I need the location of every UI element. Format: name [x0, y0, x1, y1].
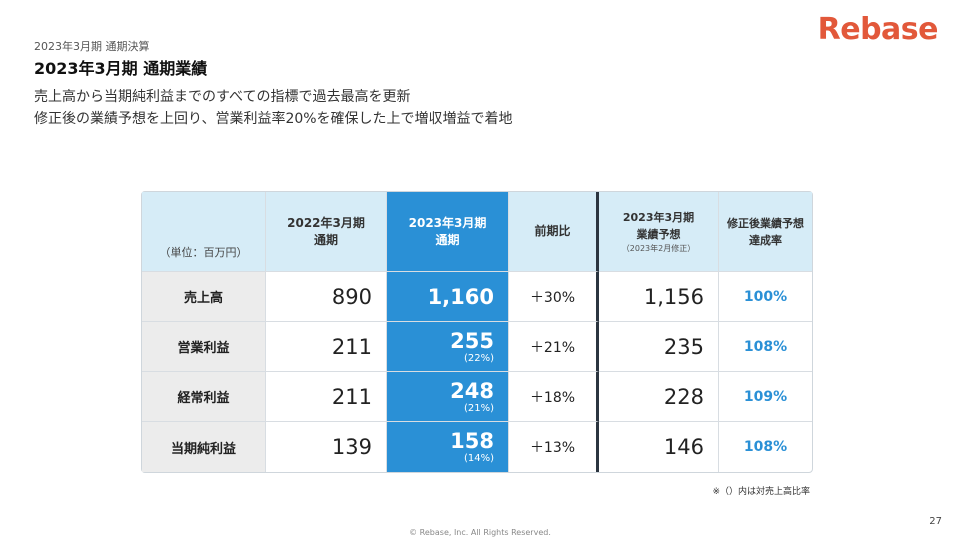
- header-achievement-line1: 修正後業績予想: [727, 216, 804, 230]
- header-current-year-line2: 通期: [435, 232, 460, 247]
- header-forecast-line1: 2023年3月期: [622, 211, 695, 224]
- achievement-value: 109%: [719, 372, 812, 422]
- lead-line: 修正後の業績予想を上回り、営業利益率20%を確保した上で増収増益で着地: [34, 111, 513, 127]
- lead-line: 売上高から当期純利益までのすべての指標で過去最高を更新: [34, 89, 411, 105]
- current-value-ratio: (14%): [463, 453, 494, 464]
- row-label: 売上高: [142, 272, 266, 322]
- current-value: 255 (22%): [387, 322, 509, 372]
- section-label: 2023年3月期 通期決算: [34, 40, 150, 53]
- table-row: 当期純利益 139 158 (14%) ＋13% 146 108%: [142, 422, 812, 472]
- table-header-row: （単位：百万円） 2022年3月期 通期 2023年3月期 通期 前期比 202…: [142, 192, 812, 272]
- row-label: 経常利益: [142, 372, 266, 422]
- table-row: 売上高 890 1,160 ＋30% 1,156 100%: [142, 272, 812, 322]
- header-forecast: 2023年3月期 業績予想 （2023年2月修正）: [599, 192, 719, 272]
- current-value-ratio: (21%): [463, 402, 494, 414]
- row-label: 営業利益: [142, 322, 266, 372]
- header-current-year-line1: 2023年3月期: [408, 215, 487, 230]
- current-value-number: 255: [450, 328, 494, 353]
- yoy-value: ＋30%: [509, 272, 599, 322]
- header-yoy: 前期比: [509, 192, 599, 272]
- header-achievement: 修正後業績予想 達成率: [719, 192, 812, 272]
- yoy-value: ＋18%: [509, 372, 599, 422]
- prev-value: 211: [266, 372, 387, 422]
- lead-text: 売上高から当期純利益までのすべての指標で過去最高を更新 修正後の業績予想を上回り…: [34, 86, 513, 130]
- header-prev-year: 2022年3月期 通期: [266, 192, 387, 272]
- header-forecast-line2: 業績予想: [636, 228, 681, 241]
- prev-value: 211: [266, 322, 387, 372]
- row-label: 当期純利益: [142, 422, 266, 472]
- results-table: （単位：百万円） 2022年3月期 通期 2023年3月期 通期 前期比 202…: [141, 191, 813, 473]
- forecast-value: 1,156: [599, 272, 719, 322]
- table-row: 経常利益 211 248 (21%) ＋18% 228 109%: [142, 372, 812, 422]
- current-value-number: 1,160: [427, 284, 494, 309]
- yoy-value: ＋21%: [509, 322, 599, 372]
- header-prev-year-line2: 通期: [313, 232, 338, 247]
- page-title: 2023年3月期 通期業績: [34, 59, 208, 78]
- current-value-ratio: (22%): [463, 352, 494, 364]
- header-achievement-line2: 達成率: [749, 233, 782, 247]
- current-value: 248 (21%): [387, 372, 509, 422]
- footnote: ※（）内は対売上高比率: [712, 487, 810, 497]
- forecast-value: 228: [599, 372, 719, 422]
- achievement-value: 100%: [719, 272, 812, 322]
- current-value: 158 (14%): [387, 422, 509, 472]
- forecast-value: 235: [599, 322, 719, 372]
- company-logo: Rebase: [817, 12, 939, 47]
- copyright: © Rebase, Inc. All Rights Reserved.: [409, 528, 551, 537]
- current-value: 1,160: [387, 272, 509, 322]
- header-forecast-note: （2023年2月修正）: [621, 244, 696, 253]
- prev-value: 139: [266, 422, 387, 472]
- header-current-year: 2023年3月期 通期: [387, 192, 509, 272]
- prev-value: 890: [266, 272, 387, 322]
- achievement-value: 108%: [743, 439, 788, 455]
- current-value-number: 158: [450, 429, 494, 453]
- header-prev-year-line1: 2022年3月期: [287, 215, 365, 230]
- page-number: 27: [929, 516, 942, 527]
- forecast-value: 146: [599, 422, 719, 472]
- table-row: 営業利益 211 255 (22%) ＋21% 235 108%: [142, 322, 812, 372]
- yoy-value: ＋13%: [509, 422, 599, 472]
- achievement-value: 108%: [719, 322, 812, 372]
- unit-label: （単位：百万円）: [142, 192, 266, 272]
- current-value-number: 248: [450, 378, 494, 403]
